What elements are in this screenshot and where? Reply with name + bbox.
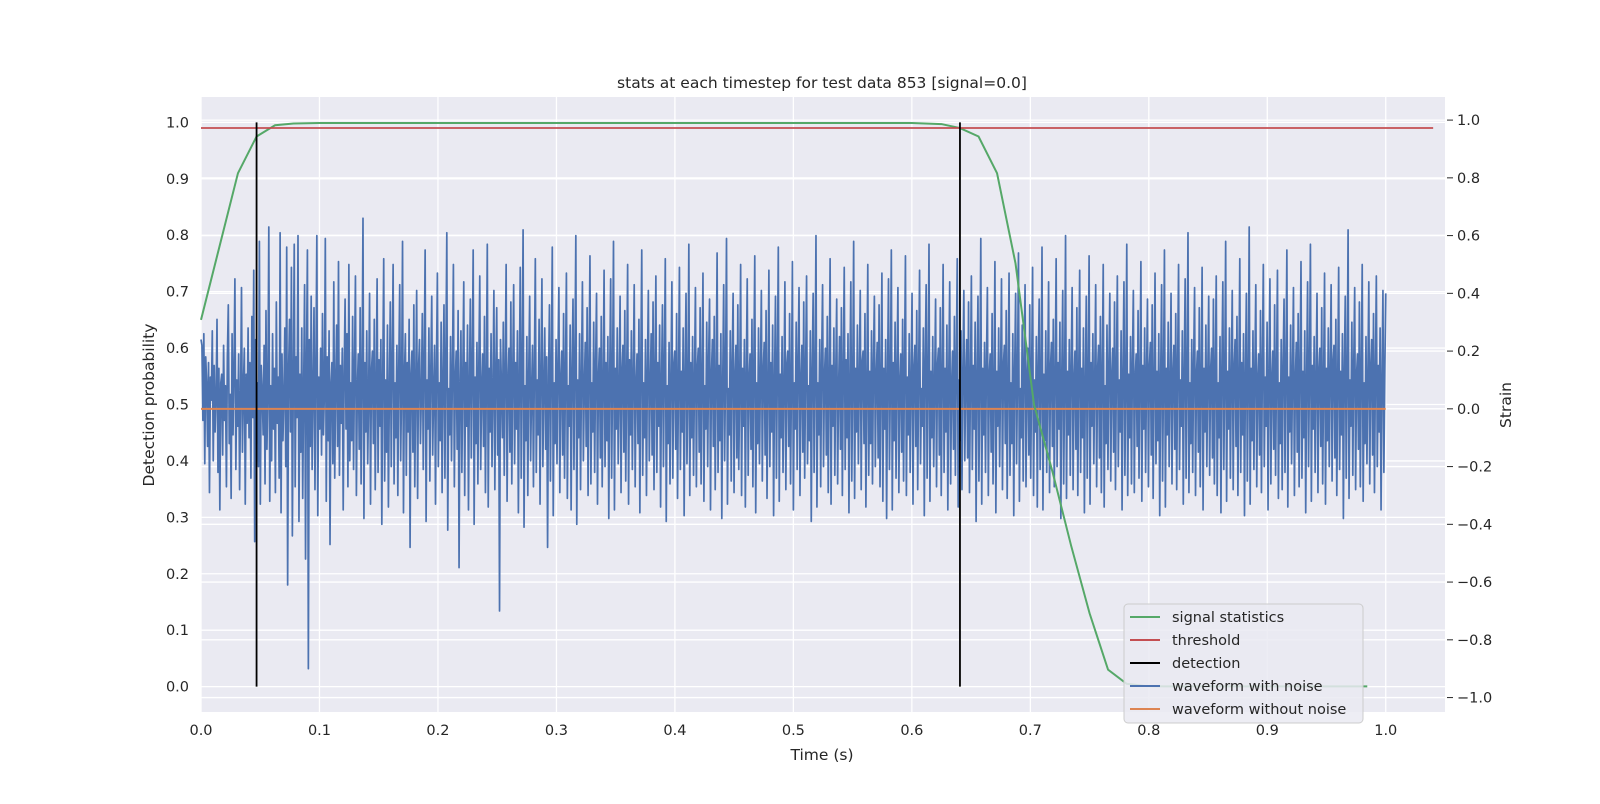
x-tick-label: 0.2 [426,723,449,739]
y-tick-label: 0.5 [166,398,189,414]
series-waveform-with-noise [200,217,1387,670]
y2-tick-label: −0.4 [1457,517,1492,533]
y2-tick-label: 0.0 [1457,402,1480,418]
x-tick-label: 0.4 [663,723,686,739]
x-tick-label: 0.8 [1137,723,1160,739]
y-tick-label: 0.1 [166,623,189,639]
y2-tick-label: −0.8 [1457,633,1492,649]
x-tick-label: 0.5 [782,723,805,739]
x-tick-label: 0.0 [189,723,212,739]
y2-tick-label: −0.2 [1457,460,1492,476]
legend-item-waveform-without-noise: waveform without noise [1130,702,1346,718]
y2-tick-label: −0.6 [1457,575,1492,591]
legend-label-signal-statistics: signal statistics [1172,610,1284,626]
legend: signal statistics threshold detection wa… [1123,603,1364,724]
x-tick-label: 0.9 [1256,723,1279,739]
y-axis-label: Detection probability [140,324,158,487]
legend-label-threshold: threshold [1172,633,1240,649]
y-tick-label: 0.3 [166,510,189,526]
y2-axis-label: Strain [1497,382,1515,428]
legend-label-waveform-with-noise: waveform with noise [1172,679,1323,695]
y2-tick-label: 0.4 [1457,286,1480,302]
y-tick-label: 0.0 [166,680,189,696]
y-tick-label: 1.0 [166,115,189,131]
legend-item-threshold: threshold [1130,633,1240,649]
y-tick-label: 0.6 [166,341,189,357]
legend-item-waveform-with-noise: waveform with noise [1130,679,1323,695]
y-tick-label: 0.4 [166,454,189,470]
y2-tick-label: 1.0 [1457,113,1480,129]
x-tick-label: 0.3 [545,723,568,739]
legend-label-waveform-without-noise: waveform without noise [1172,702,1346,718]
x-tick-label: 0.1 [308,723,331,739]
chart-title: stats at each timestep for test data 853… [617,74,1027,92]
ticks-layer: 0.0 0.1 0.2 0.3 0.4 0.5 0.6 0.7 0.8 0.9 1.0 0.0 0.1 0… [166,113,1492,739]
y-tick-label: 0.8 [166,228,189,244]
legend-box [1123,603,1364,724]
y2-tick-label: 0.6 [1457,229,1480,245]
y-tick-label: 0.2 [166,567,189,583]
x-tick-label: 0.6 [900,723,923,739]
y2-tick-label: 0.8 [1457,171,1480,187]
x-axis-label: Time (s) [789,746,853,764]
legend-item-detection: detection [1130,656,1240,672]
x-tick-label: 0.7 [1019,723,1042,739]
y-tick-label: 0.7 [166,285,189,301]
y2-tick-label: −1.0 [1457,691,1492,707]
legend-item-signal-statistics: signal statistics [1130,610,1284,626]
x-tick-label: 1.0 [1374,723,1397,739]
legend-label-detection: detection [1172,656,1240,672]
y2-tick-label: 0.2 [1457,344,1480,360]
y-tick-label: 0.9 [166,172,189,188]
